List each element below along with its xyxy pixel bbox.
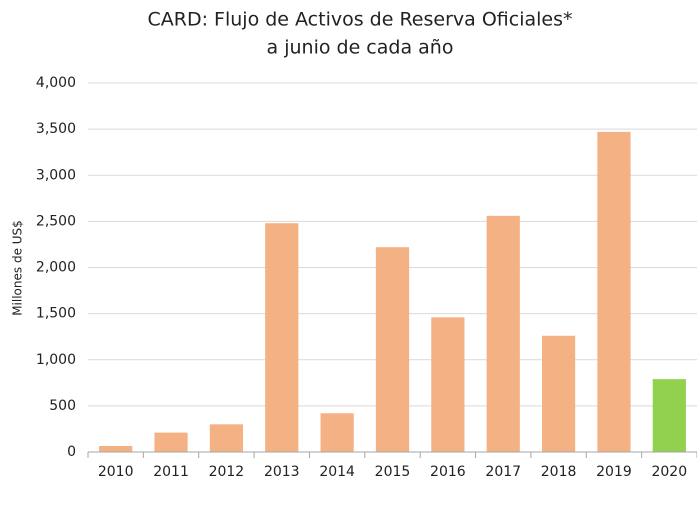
bar bbox=[541, 335, 576, 452]
y-tick-label: 1,000 bbox=[36, 352, 76, 368]
bar bbox=[597, 131, 631, 452]
bar bbox=[652, 379, 686, 452]
bar bbox=[320, 413, 354, 452]
bar bbox=[375, 247, 410, 452]
x-tick-label: 2020 bbox=[651, 464, 687, 480]
x-tick-label: 2019 bbox=[596, 464, 632, 480]
bar bbox=[265, 223, 299, 452]
bar bbox=[154, 432, 188, 452]
x-tick-label: 2011 bbox=[153, 464, 189, 480]
y-tick-label: 0 bbox=[67, 444, 76, 460]
y-tick-label: 3,000 bbox=[36, 167, 76, 183]
bar bbox=[431, 317, 465, 452]
y-axis-label: Millones de US$ bbox=[11, 220, 25, 316]
x-tick-label: 2018 bbox=[541, 464, 577, 480]
y-tick-label: 1,500 bbox=[36, 306, 76, 322]
x-tick-label: 2010 bbox=[98, 464, 134, 480]
y-tick-label: 3,500 bbox=[36, 121, 76, 137]
chart-subtitle: a junio de cada año bbox=[267, 37, 454, 59]
x-tick-label: 2015 bbox=[375, 464, 411, 480]
x-tick-label: 2013 bbox=[264, 464, 300, 480]
x-tick-label: 2014 bbox=[319, 464, 355, 480]
y-tick-label: 2,000 bbox=[36, 260, 76, 276]
y-tick-label: 4,000 bbox=[36, 75, 76, 91]
chart-title: CARD: Flujo de Activos de Reserva Oficia… bbox=[148, 9, 573, 31]
y-tick-label: 2,500 bbox=[36, 213, 76, 229]
x-tick-label: 2012 bbox=[209, 464, 245, 480]
x-tick-label: 2017 bbox=[485, 464, 521, 480]
x-tick-label: 2016 bbox=[430, 464, 466, 480]
bar bbox=[209, 424, 244, 452]
bar bbox=[99, 446, 133, 452]
bar bbox=[486, 215, 520, 452]
y-tick-label: 500 bbox=[49, 398, 76, 414]
